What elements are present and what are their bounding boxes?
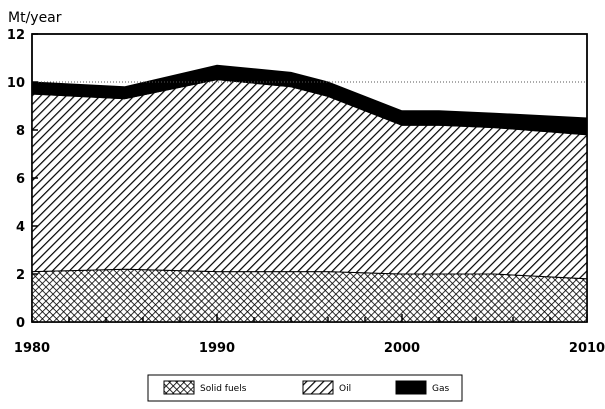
x-tick-label: 1990 [199, 341, 235, 356]
y-tick-label: 10 [7, 76, 25, 91]
legend-label-oil: Oil [339, 384, 351, 394]
legend-swatch-solid-fuels [163, 380, 195, 395]
y-tick-label: 0 [16, 316, 25, 331]
y-tick-label: 8 [16, 124, 25, 139]
y-axis-label: Mt/year [8, 10, 62, 26]
legend-label-solid-fuels: Solid fuels [200, 384, 247, 394]
x-tick-label: 2000 [384, 341, 420, 356]
y-tick-label: 6 [16, 172, 25, 187]
area-solid-fuels [31, 268, 588, 323]
legend-swatch-oil [302, 380, 334, 395]
legend: Solid fuels Oil Gas [147, 374, 463, 402]
legend-swatch-gas [395, 380, 427, 395]
y-tick-label: 2 [16, 268, 25, 283]
x-tick-label: 1980 [14, 341, 50, 356]
x-tick-label: 2010 [569, 341, 605, 356]
y-tick-label: 4 [16, 220, 25, 235]
legend-label-gas: Gas [432, 384, 449, 394]
y-tick-label: 12 [7, 28, 25, 43]
